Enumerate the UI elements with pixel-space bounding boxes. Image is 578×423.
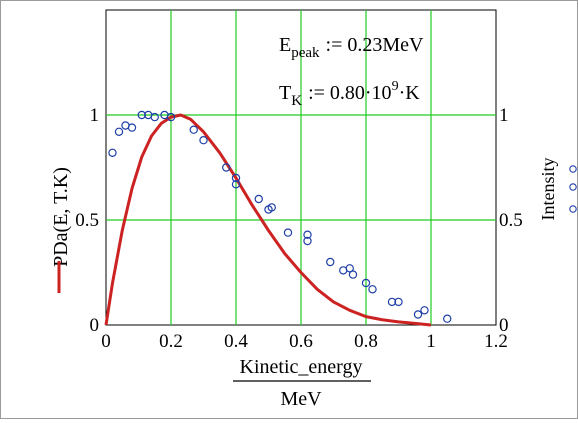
x-axis-label-numerator: Kinetic_energy	[240, 356, 363, 378]
intensity-point	[199, 135, 208, 145]
grid-lines	[106, 10, 496, 325]
intensity-point	[348, 270, 358, 279]
right-legend-marker	[569, 165, 577, 173]
points-layer	[108, 110, 452, 323]
y-tick-label-right: 0.5	[499, 210, 523, 231]
intensity-point	[394, 297, 403, 307]
y-tick-labels-left: 00.51	[75, 105, 99, 336]
intensity-point	[166, 112, 176, 122]
curve-layer	[104, 113, 432, 327]
epeak-symbol: E	[279, 34, 291, 56]
x-tick-label: 0.6	[289, 331, 313, 352]
intensity-point	[231, 173, 241, 183]
x-tick-label: 1	[426, 331, 436, 352]
x-tick-label: 0.8	[354, 331, 378, 352]
intensity-point	[127, 123, 137, 132]
intensity-point	[443, 314, 452, 323]
epeak-annotation: Epeak := 0.23MeV	[279, 34, 424, 61]
y-tick-label-right: 1	[499, 105, 509, 126]
intensity-point	[114, 127, 124, 137]
x-tick-label: 1.2	[484, 331, 508, 352]
y-tick-labels-right: 00.51	[499, 105, 523, 336]
y-tick-label-left: 0.5	[75, 210, 99, 231]
intensity-point	[254, 194, 263, 204]
y-axis-label-left-group: PDa(E, T.K)	[50, 167, 72, 267]
y-axis-label-left: PDa(E, T.K)	[50, 167, 72, 267]
pdf-curve-line	[104, 113, 432, 327]
intensity-point	[137, 110, 146, 120]
intensity-point	[189, 125, 198, 134]
right-legend-marker	[569, 205, 577, 213]
epeak-value: := 0.23MeV	[326, 34, 424, 56]
intensity-point	[108, 148, 117, 157]
right-legend-markers	[569, 165, 577, 213]
x-axis-label-denominator: MeV	[280, 388, 322, 410]
intensity-point	[222, 163, 231, 172]
y-axis-label-right: Intensity	[538, 158, 558, 221]
y-tick-label-right: 0	[499, 315, 509, 336]
y-tick-label-left: 0	[90, 315, 100, 336]
tk-superscript: 9	[392, 79, 399, 94]
x-tick-label: 0	[101, 331, 111, 352]
intensity-point	[150, 112, 159, 122]
x-tick-label: 0.2	[159, 331, 183, 352]
intensity-point	[303, 236, 312, 246]
x-tick-labels: 0 0.2 0.4 0.6 0.8 1 1.2	[101, 331, 508, 352]
epeak-subscript: peak	[291, 45, 320, 61]
right-legend-marker	[569, 183, 577, 191]
intensity-point	[387, 297, 397, 307]
tk-mid: := 0.80·10	[308, 82, 392, 104]
tk-subscript: K	[291, 93, 302, 109]
intensity-point	[361, 278, 371, 288]
tk-rest: ·K	[399, 82, 421, 104]
intensity-point	[267, 203, 276, 212]
y-axis-label-right-group: Intensity	[538, 158, 558, 221]
intensity-point	[345, 264, 354, 273]
x-tick-label: 0.4	[224, 331, 248, 352]
y-tick-label-left: 1	[90, 105, 100, 126]
intensity-point	[413, 310, 423, 319]
intensity-point	[326, 257, 335, 267]
intensity-point	[303, 230, 312, 239]
tk-annotation: TK := 0.80·109·K	[279, 79, 420, 109]
intensity-point	[420, 306, 429, 315]
intensity-point	[283, 228, 293, 237]
intensity-point	[368, 285, 377, 294]
intensity-point	[231, 180, 241, 189]
tk-symbol: T	[279, 82, 291, 104]
